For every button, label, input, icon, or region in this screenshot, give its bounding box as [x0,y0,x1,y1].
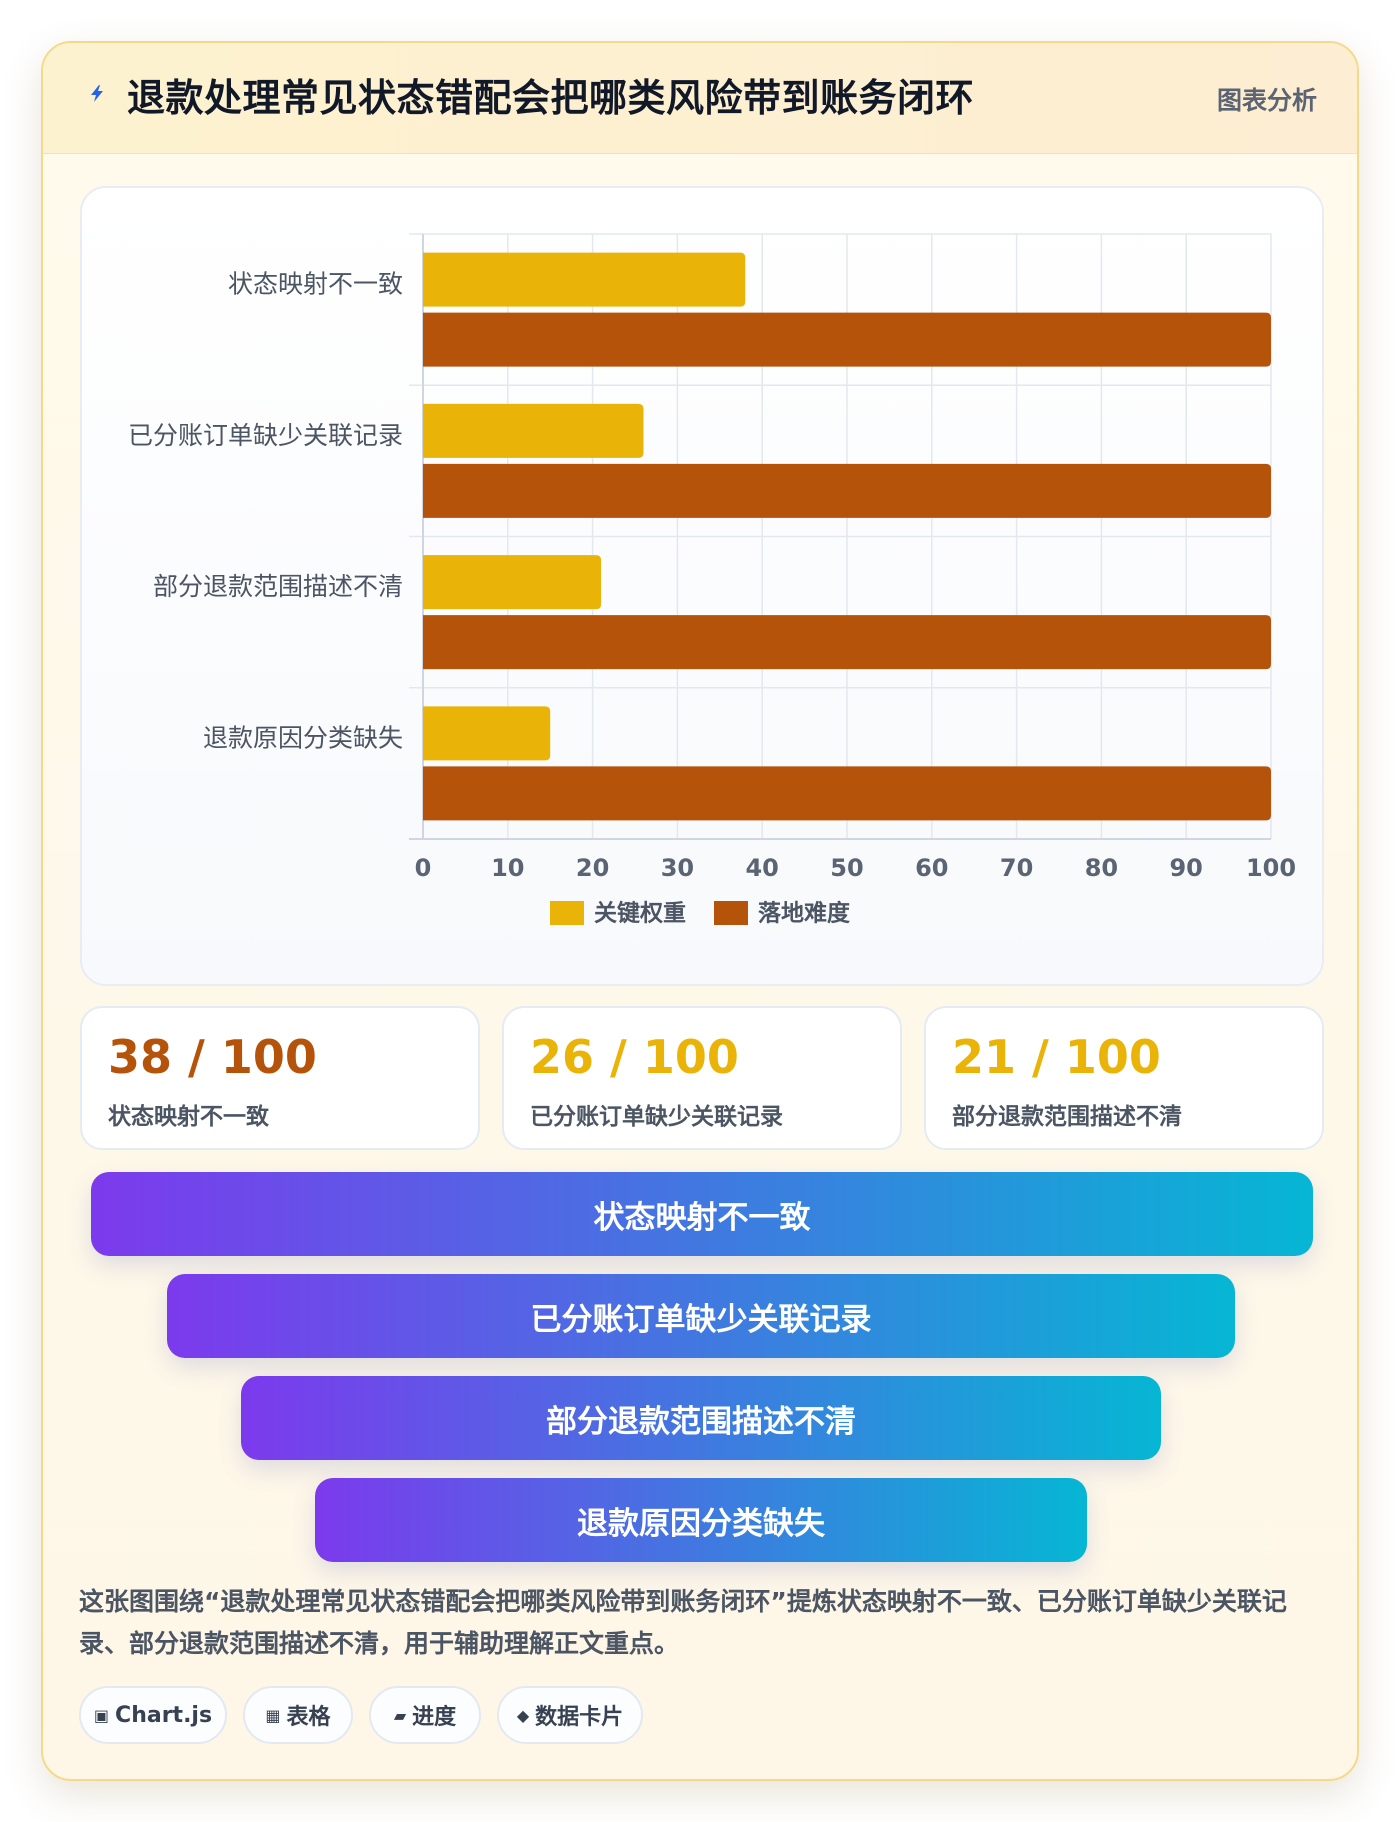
chart-card: 退款处理常见状态错配会把哪类风险带到账务闭环 图表分析 状态映射不一致 已分账订单… [41,41,1359,1781]
card-header: 退款处理常见状态错配会把哪类风险带到账务闭环 图表分析 [43,43,1357,154]
bar [423,766,1271,821]
chip-label: Chart.js [115,1702,213,1728]
funnel: 状态映射不一致 已分账订单缺少关联记录 部分退款范围描述不清 退款原因分类缺失 [43,1172,1357,1562]
x-tick-label: 70 [1000,854,1033,882]
x-tick-label: 0 [415,854,432,882]
category-label: 已分账订单缺少关联记录 [128,421,403,450]
stat-cards: 38 / 100 状态映射不一致 26 / 100 已分账订单缺少关联记录 21… [80,1006,1324,1150]
chip-progress[interactable]: ▰ 进度 [369,1686,481,1744]
chip-data-card[interactable]: ◆ 数据卡片 [497,1686,643,1744]
x-tick-label: 80 [1085,854,1118,882]
x-tick-label: 90 [1169,854,1202,882]
lightning-icon [91,85,103,102]
chart-panel: 状态映射不一致已分账订单缺少关联记录部分退款范围描述不清退款原因分类缺失 0 10 2… [80,186,1324,986]
legend-swatch [714,901,748,925]
stat-card: 26 / 100 已分账订单缺少关联记录 [502,1006,902,1150]
chart-description: 这张图围绕“退款处理常见状态错配会把哪类风险带到账务闭环”提炼状态映射不一致、已… [79,1587,1287,1658]
legend-label: 关键权重 [594,900,686,927]
category-label: 部分退款范围描述不清 [153,572,403,601]
page-title: 退款处理常见状态错配会把哪类风险带到账务闭环 [127,76,975,120]
stat-label: 部分退款范围描述不清 [952,1104,1182,1130]
diamond-icon: ◆ [516,1705,530,1725]
chart-icon: ▣ [93,1705,110,1725]
chip-chartjs[interactable]: ▣ Chart.js [79,1686,227,1744]
x-tick-label: 100 [1246,854,1296,882]
chip-label: 表格 [286,1705,331,1730]
chip-table[interactable]: ▦ 表格 [243,1686,353,1744]
category-label: 状态映射不一致 [228,270,403,299]
bar [423,555,602,610]
table-icon: ▦ [265,1705,281,1725]
funnel-step: 退款原因分类缺失 [315,1478,1087,1562]
header-tag: 图表分析 [1216,86,1317,115]
x-tick-label: 30 [661,854,694,882]
stat-card: 21 / 100 部分退款范围描述不清 [924,1006,1324,1150]
x-tick-label: 50 [830,854,863,882]
x-tick-label: 20 [576,854,609,882]
funnel-step: 部分退款范围描述不清 [241,1376,1161,1460]
legend-label: 落地难度 [758,900,851,927]
bar [423,312,1271,367]
bar [423,403,644,458]
stat-value: 21 / 100 [952,1030,1161,1084]
stat-label: 已分账订单缺少关联记录 [530,1104,783,1130]
bar [423,706,551,761]
funnel-step: 已分账订单缺少关联记录 [167,1274,1235,1358]
chip-label: 进度 [412,1705,457,1730]
stat-label: 状态映射不一致 [108,1104,269,1130]
progress-icon: ▰ [393,1705,407,1725]
x-tick-label: 40 [745,854,778,882]
category-label: 退款原因分类缺失 [203,723,403,752]
x-tick-label: 10 [491,854,524,882]
stat-value: 38 / 100 [108,1030,317,1084]
bar [423,252,746,307]
legend-swatch [550,901,584,925]
funnel-step: 状态映射不一致 [91,1172,1313,1256]
bar [423,463,1271,518]
bar [423,615,1271,670]
tech-chips: ▣ Chart.js ▦ 表格 ▰ 进度 ◆ 数据卡片 [79,1686,1279,1746]
stat-card: 38 / 100 状态映射不一致 [80,1006,480,1150]
x-tick-label: 60 [915,854,948,882]
stat-value: 26 / 100 [530,1030,739,1084]
chip-label: 数据卡片 [535,1705,624,1730]
